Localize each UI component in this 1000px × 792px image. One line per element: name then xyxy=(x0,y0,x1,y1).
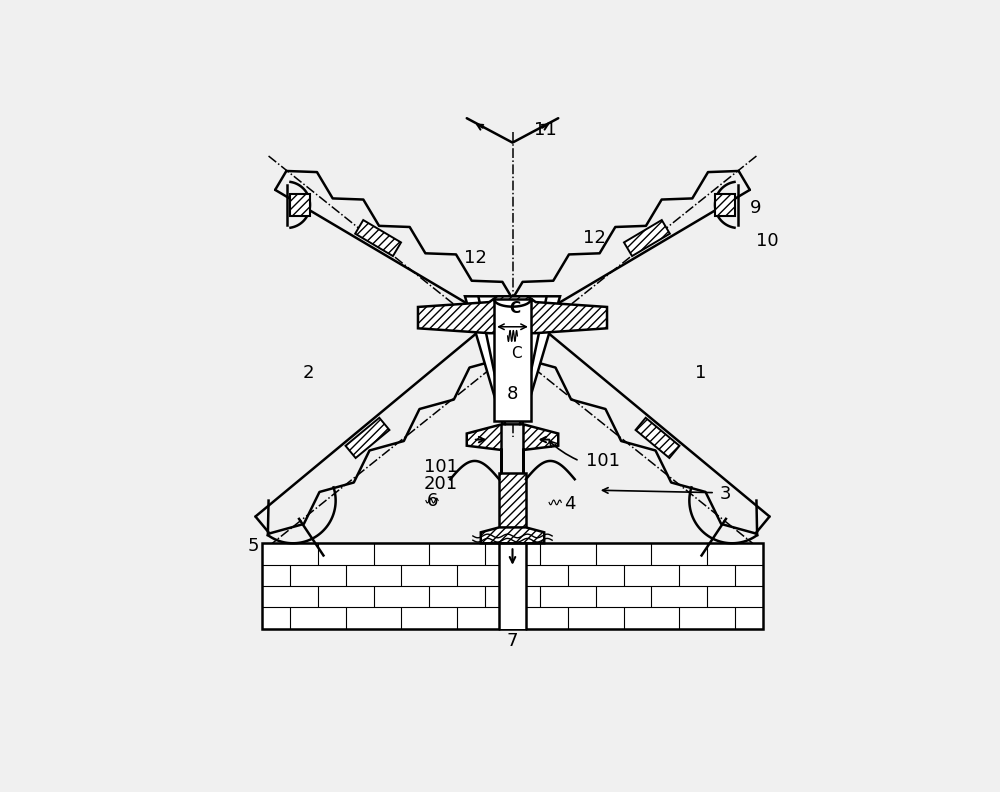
Text: C: C xyxy=(509,302,520,317)
Text: C: C xyxy=(511,345,522,360)
Text: 7: 7 xyxy=(507,632,518,650)
Polygon shape xyxy=(262,543,763,629)
Polygon shape xyxy=(481,527,544,543)
Text: 4: 4 xyxy=(564,495,576,512)
Text: 3: 3 xyxy=(720,485,731,504)
Polygon shape xyxy=(715,194,735,215)
Polygon shape xyxy=(467,425,502,473)
Polygon shape xyxy=(523,425,558,473)
Text: 1: 1 xyxy=(695,364,707,382)
Text: 9: 9 xyxy=(750,199,762,217)
Polygon shape xyxy=(346,417,389,458)
Polygon shape xyxy=(494,299,531,421)
Polygon shape xyxy=(290,194,310,215)
Text: 2: 2 xyxy=(303,364,314,382)
Polygon shape xyxy=(499,473,526,543)
Polygon shape xyxy=(465,296,560,425)
Text: 201: 201 xyxy=(424,475,458,493)
Text: 6: 6 xyxy=(427,492,438,509)
Text: 101: 101 xyxy=(586,452,620,470)
Text: 101: 101 xyxy=(424,458,458,476)
Polygon shape xyxy=(636,417,679,458)
Polygon shape xyxy=(499,543,526,629)
Polygon shape xyxy=(355,220,401,256)
Text: 11: 11 xyxy=(534,121,557,139)
Text: 5: 5 xyxy=(247,537,259,555)
Polygon shape xyxy=(418,296,607,333)
Text: 12: 12 xyxy=(583,230,606,247)
Polygon shape xyxy=(624,220,670,256)
Text: 10: 10 xyxy=(756,232,779,250)
Text: 8: 8 xyxy=(507,385,518,403)
Text: 12: 12 xyxy=(464,249,487,267)
